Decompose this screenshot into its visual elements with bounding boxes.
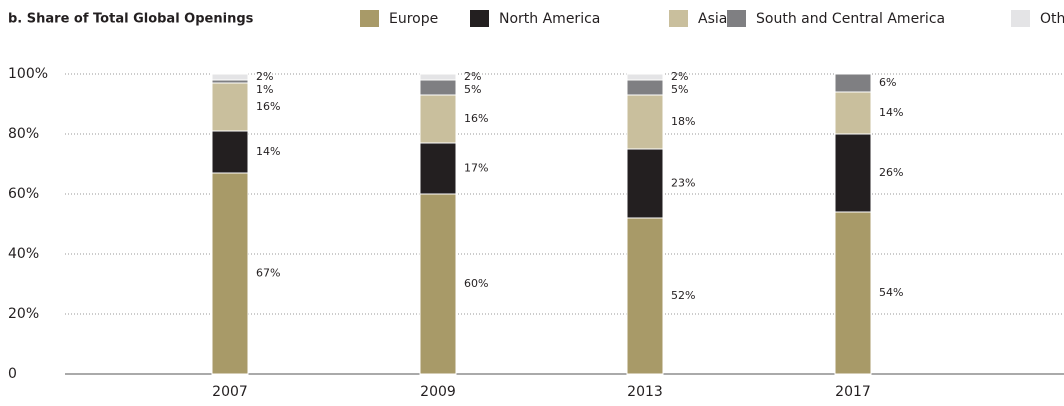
- y-tick-label: 20%: [8, 306, 39, 322]
- bar-segment: [211, 82, 249, 132]
- bar-segment: [419, 142, 457, 195]
- bar-segment: [834, 211, 872, 375]
- y-tick-label: 80%: [8, 126, 39, 142]
- legend-swatch: [669, 10, 688, 27]
- legend-swatch: [470, 10, 489, 27]
- bar-segment: [419, 79, 457, 96]
- data-label: 17%: [464, 162, 488, 175]
- data-label: 26%: [879, 166, 903, 179]
- data-label: 14%: [256, 145, 280, 158]
- data-label: 67%: [256, 267, 280, 280]
- data-label: 16%: [464, 112, 488, 125]
- x-tick-label: 2017: [835, 384, 871, 400]
- y-tick-label: 100%: [8, 66, 48, 82]
- bar-segment: [419, 73, 457, 81]
- legend-label: Asia: [698, 11, 727, 27]
- y-tick-label: 60%: [8, 186, 39, 202]
- data-label: 2%: [671, 70, 688, 83]
- data-label: 6%: [879, 76, 896, 89]
- bar-segment: [211, 73, 249, 81]
- data-label: 14%: [879, 106, 903, 119]
- legend-swatch: [360, 10, 379, 27]
- data-label: 52%: [671, 289, 695, 302]
- bar-segment: [626, 79, 664, 96]
- bar-segment: [834, 73, 872, 93]
- data-label: 5%: [671, 83, 688, 96]
- x-tick-label: 2013: [627, 384, 663, 400]
- data-label: 5%: [464, 83, 481, 96]
- bar-segment: [626, 148, 664, 219]
- bar-segment: [419, 193, 457, 375]
- bar-segment: [834, 133, 872, 213]
- bar-segment: [626, 73, 664, 81]
- x-tick-label: 2007: [212, 384, 248, 400]
- y-tick-label: 40%: [8, 246, 39, 262]
- x-tick-label: 2009: [420, 384, 456, 400]
- legend-label: Europe: [389, 11, 438, 27]
- data-label: 23%: [671, 177, 695, 190]
- data-label: 18%: [671, 115, 695, 128]
- bar-segment: [626, 94, 664, 150]
- bar-segment: [211, 130, 249, 174]
- legend-label: North America: [499, 11, 600, 27]
- y-tick-label: 0: [8, 366, 17, 382]
- data-label: 16%: [256, 100, 280, 113]
- chart-title: b. Share of Total Global Openings: [8, 12, 254, 27]
- data-label: 1%: [256, 83, 273, 96]
- bar-segment: [211, 172, 249, 375]
- data-label: 60%: [464, 277, 488, 290]
- legend-swatch: [727, 10, 746, 27]
- bar-segment: [419, 94, 457, 144]
- bar-segment: [626, 217, 664, 375]
- data-label: 2%: [464, 70, 481, 83]
- data-label: 54%: [879, 286, 903, 299]
- legend-label: South and Central America: [756, 11, 945, 27]
- data-label: 2%: [256, 70, 273, 83]
- bar-segment: [834, 91, 872, 135]
- legend-swatch: [1011, 10, 1030, 27]
- legend-label: Other: [1040, 11, 1064, 27]
